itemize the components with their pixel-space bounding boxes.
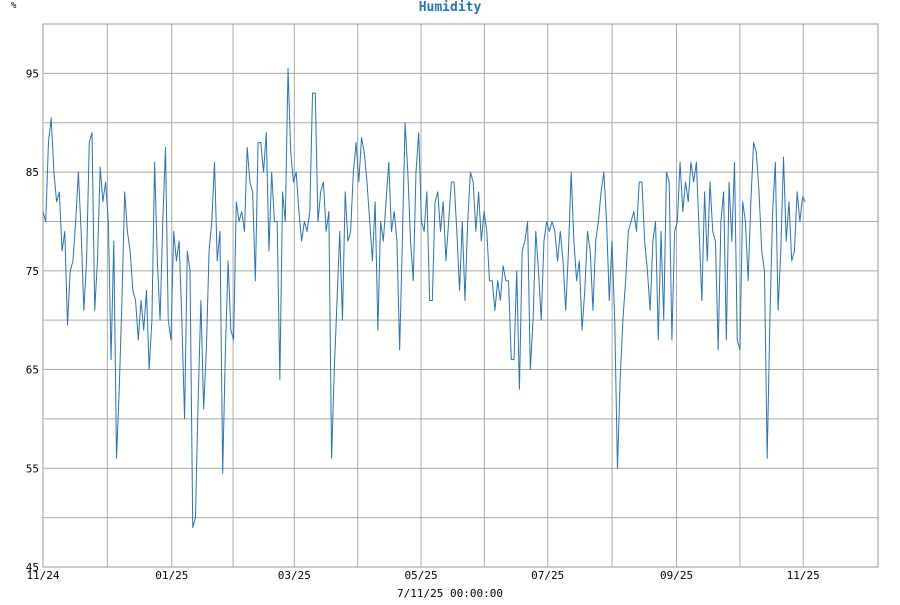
plot-area-frame (42, 23, 879, 568)
x-tick-label: 05/25 (404, 569, 437, 582)
x-tick-label: 03/25 (278, 569, 311, 582)
series-layer (42, 67, 806, 529)
y-tick-label: 85 (26, 166, 39, 179)
x-tick-label: 11/25 (787, 569, 820, 582)
chart-title: Humidity (419, 0, 482, 15)
x-tick-label: 11/24 (26, 569, 59, 582)
x-tick-label: 01/25 (155, 569, 188, 582)
x-tick-label: 07/25 (531, 569, 564, 582)
footer-timestamp: 7/11/25 00:00:00 (397, 587, 503, 600)
y-tick-label: 95 (26, 67, 39, 80)
tick-labels: 45 55 65 75 85 95 11/24 01/25 03/25 05/25 07/25 09/… (26, 67, 820, 582)
y-axis-unit-label: % (11, 1, 17, 11)
y-tick-label: 75 (26, 265, 39, 278)
x-tick-label: 09/25 (660, 569, 693, 582)
y-tick-label: 45 (26, 561, 39, 574)
y-tick-label: 55 (26, 462, 39, 475)
y-tick-label: 65 (26, 364, 39, 377)
humidity-series-line (42, 67, 806, 529)
